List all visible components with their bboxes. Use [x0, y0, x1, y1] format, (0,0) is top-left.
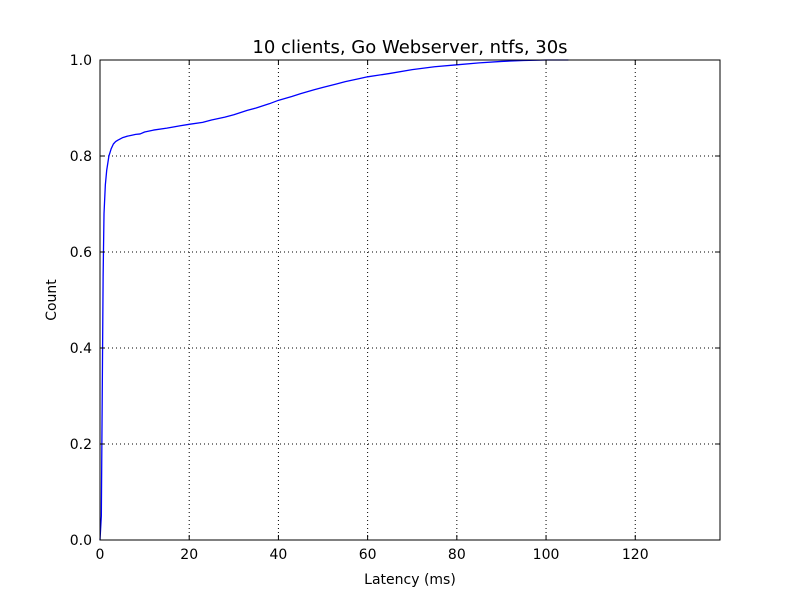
- y-tick-label: 0.4: [70, 341, 92, 357]
- x-tick-label: 40: [270, 547, 288, 563]
- y-tick-label: 1.0: [70, 53, 92, 69]
- x-tick-label: 60: [359, 547, 377, 563]
- x-tick-label: 100: [533, 547, 560, 563]
- x-tick-label: 80: [448, 547, 466, 563]
- x-tick-label: 20: [180, 547, 198, 563]
- y-tick-label: 0.6: [70, 245, 92, 261]
- x-tick-label: 0: [96, 547, 105, 563]
- x-axis-label: Latency (ms): [364, 572, 456, 588]
- y-tick-label: 0.0: [70, 533, 92, 549]
- plot-frame: [99, 59, 721, 541]
- y-tick-label: 0.8: [70, 149, 92, 165]
- series-line-cdf: [99, 59, 569, 541]
- y-tick-label: 0.2: [70, 437, 92, 453]
- grid: [99, 59, 720, 541]
- chart-title: 10 clients, Go Webserver, ntfs, 30s: [252, 37, 567, 58]
- ticks: 0 20 40 60 80 100 120 0.0 0.2 0.4 0.6 0.8 1.0: [70, 53, 720, 563]
- y-axis-label: Count: [44, 279, 60, 321]
- x-tick-label: 120: [622, 547, 649, 563]
- series-layer: [99, 59, 569, 541]
